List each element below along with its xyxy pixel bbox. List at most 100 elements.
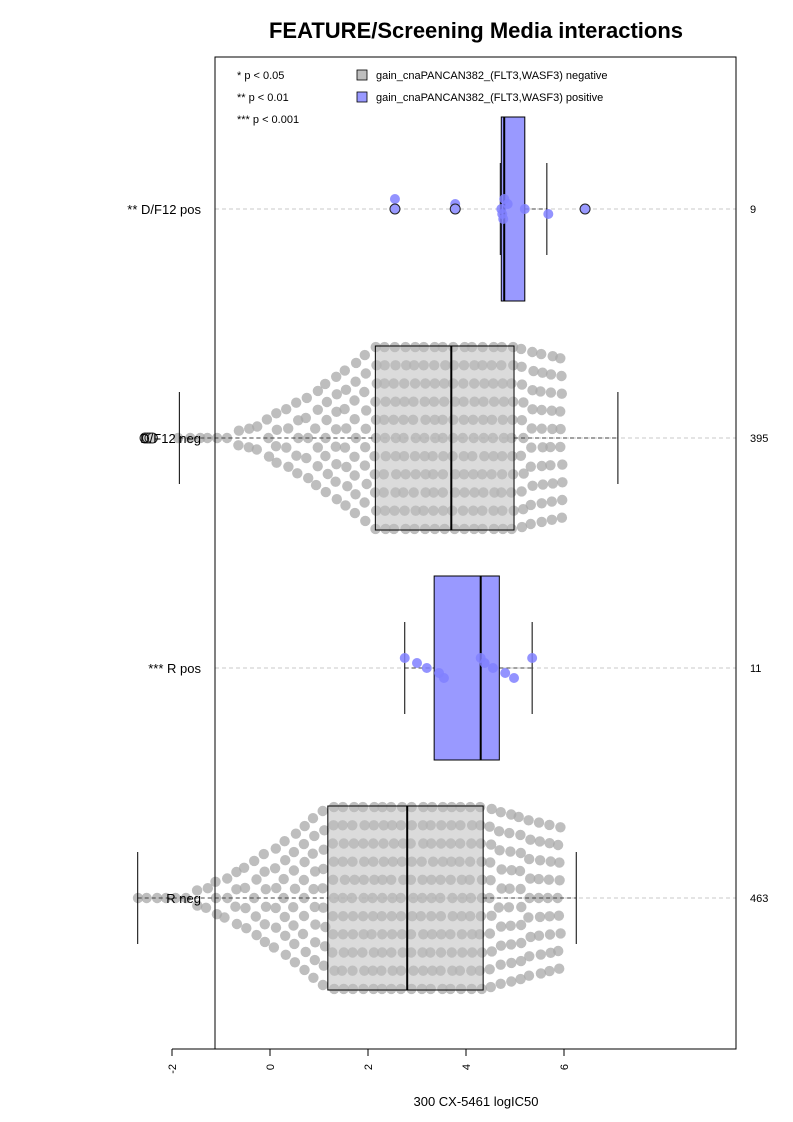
data-point (537, 442, 548, 453)
data-point (200, 902, 212, 913)
data-point (479, 658, 490, 668)
data-point (515, 955, 527, 967)
data-point (151, 892, 163, 904)
data-point (421, 663, 432, 673)
data-point (349, 507, 361, 519)
data-point (349, 414, 360, 425)
data-point (554, 857, 565, 868)
legend: gain_cnaPANCAN382_(FLT3,WASF3) negative … (356, 69, 608, 104)
data-point (554, 875, 565, 886)
data-point (484, 928, 496, 939)
data-point (518, 504, 529, 515)
data-point (297, 928, 309, 940)
data-point (525, 518, 536, 530)
data-point (527, 346, 538, 358)
data-point (298, 910, 310, 922)
data-point (527, 385, 538, 396)
data-point (239, 882, 251, 894)
data-point (269, 863, 281, 874)
data-point (312, 385, 324, 397)
data-point (534, 855, 546, 866)
legend-swatch-negative (356, 69, 368, 81)
data-point (524, 892, 535, 904)
data-point (515, 829, 526, 841)
data-point (547, 423, 558, 435)
data-point (495, 921, 507, 932)
data-point (555, 353, 566, 364)
data-point (289, 883, 301, 894)
data-point (523, 970, 535, 981)
data-point (281, 404, 292, 415)
outlier-point (579, 203, 591, 215)
data-point (361, 478, 372, 490)
data-point (496, 883, 507, 894)
data-point (485, 839, 497, 850)
data-point (516, 486, 527, 497)
data-point (271, 408, 282, 419)
data-point (359, 349, 370, 361)
data-point (231, 866, 242, 878)
data-point (280, 949, 291, 960)
data-point (526, 423, 537, 434)
data-point (547, 478, 558, 489)
data-point (360, 442, 371, 453)
data-point (544, 929, 556, 940)
sig-legend-3: *** p < 0.001 (237, 114, 299, 126)
data-point (515, 343, 527, 355)
group-label: R neg (166, 891, 201, 906)
data-point (556, 512, 568, 523)
data-point (241, 923, 252, 934)
data-point (310, 937, 321, 948)
data-point (359, 386, 370, 398)
data-point (283, 423, 294, 434)
data-point (495, 978, 506, 989)
data-point (555, 441, 566, 453)
data-point (271, 457, 282, 468)
data-point (484, 821, 495, 832)
data-point (339, 365, 350, 376)
data-point (312, 461, 323, 472)
data-point (504, 883, 515, 894)
data-point (300, 946, 311, 958)
data-point (279, 836, 290, 847)
data-point (281, 442, 292, 453)
data-point (222, 873, 233, 884)
group-count: 463 (750, 893, 768, 905)
data-point (525, 873, 536, 884)
data-point (310, 423, 321, 434)
data-point (268, 942, 280, 953)
data-point (309, 866, 321, 877)
data-point (553, 910, 565, 921)
data-point (515, 973, 526, 985)
data-point (554, 963, 565, 974)
data-point (318, 960, 329, 971)
data-point (221, 432, 233, 444)
data-point (231, 884, 242, 895)
data-point (278, 892, 289, 904)
box (327, 805, 484, 991)
data-point (280, 855, 291, 866)
data-point (288, 920, 299, 931)
group-label: *** R pos (148, 661, 201, 676)
data-point (290, 828, 302, 839)
data-point (340, 500, 351, 511)
data-point (361, 405, 372, 416)
data-point (506, 976, 517, 987)
data-point (270, 441, 282, 452)
data-point (291, 397, 302, 408)
data-point (310, 479, 322, 491)
data-point (536, 404, 547, 416)
data-point (251, 444, 262, 455)
data-point (523, 912, 534, 923)
data-point (233, 425, 245, 436)
data-point (544, 965, 555, 977)
data-point (412, 658, 422, 668)
group-count: 395 (750, 433, 768, 445)
data-point (546, 496, 557, 507)
data-point (303, 472, 314, 484)
data-point (308, 972, 319, 983)
data-point (438, 673, 449, 683)
data-point (251, 929, 262, 941)
data-point (493, 902, 504, 913)
chart-title: FEATURE/Screening Media interactions (269, 18, 683, 43)
